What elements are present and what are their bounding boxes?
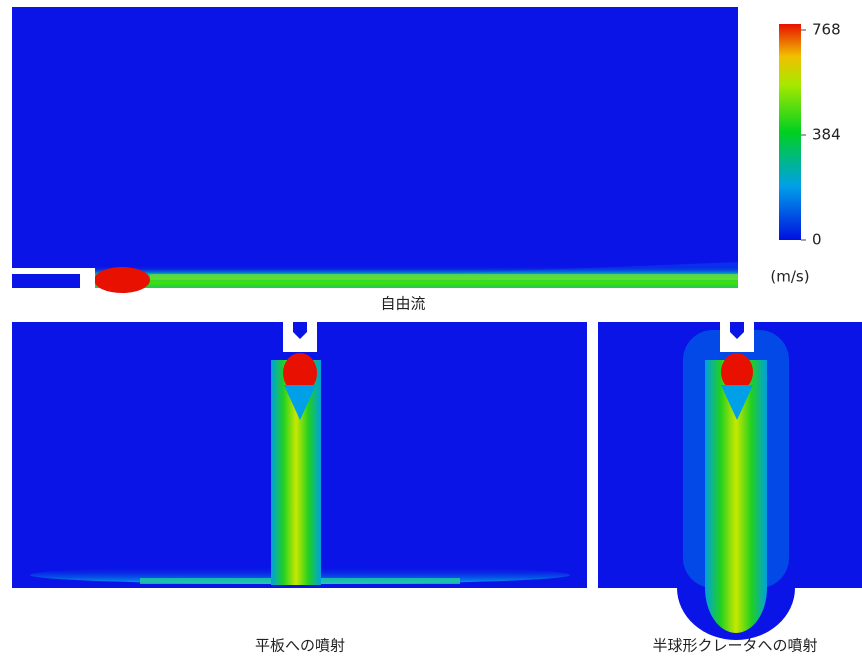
- colorbar-unit: (m/s): [770, 268, 809, 286]
- flat-plate-panel: [12, 322, 587, 588]
- colorbar-tick-label: 768: [812, 21, 841, 39]
- caption: 半球形クレータへの噴射: [652, 637, 817, 655]
- caption: 自由流: [380, 295, 425, 313]
- caption: 平板への噴射: [255, 637, 345, 655]
- colorbar-tick-label: 0: [812, 231, 822, 249]
- crater-panel: [598, 322, 862, 640]
- colorbar-tick-label: 384: [812, 126, 841, 144]
- colorbar: [779, 24, 801, 240]
- free-flow-panel: [12, 7, 738, 293]
